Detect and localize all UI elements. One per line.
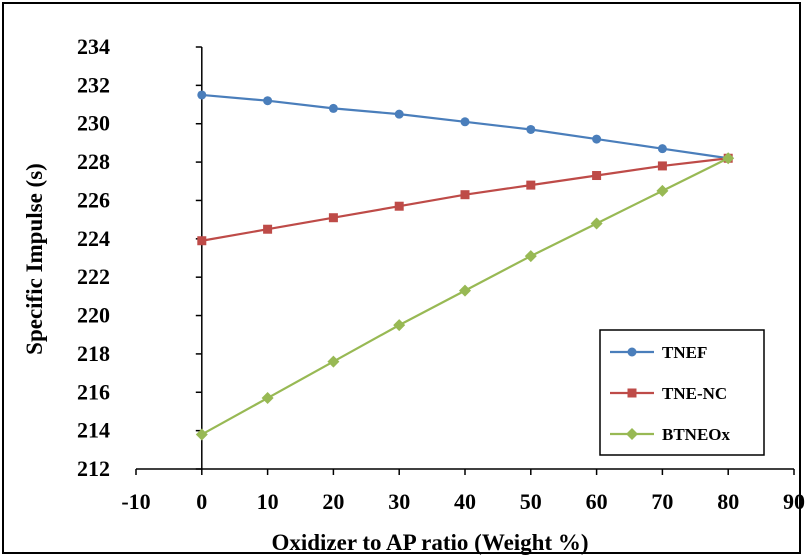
data-point (197, 236, 207, 246)
x-tick-label: -10 (121, 489, 150, 514)
data-point (261, 392, 274, 405)
x-tick-label: 30 (388, 489, 410, 514)
legend-marker (627, 347, 637, 357)
series-line (201, 157, 729, 242)
y-tick-label: 228 (77, 149, 110, 174)
x-tick-label: 80 (717, 489, 739, 514)
x-tick-label: 40 (454, 489, 476, 514)
y-tick-label: 222 (77, 264, 110, 289)
x-tick-label: 10 (257, 489, 279, 514)
data-point (526, 124, 536, 134)
legend-marker (626, 428, 638, 440)
legend-label: TNE-NC (662, 384, 727, 403)
data-point (394, 109, 404, 119)
data-point (328, 213, 338, 223)
data-point (656, 184, 669, 197)
x-tick-label: 90 (783, 489, 805, 514)
y-tick-label: 212 (77, 456, 110, 481)
y-tick-label: 234 (77, 34, 110, 59)
data-point (592, 134, 602, 144)
legend-item: BTNEOx (610, 425, 731, 444)
legend: TNEF TNE-NC BTNEOx (599, 329, 765, 456)
data-point (657, 144, 667, 154)
x-axis-title: Oxidizer to AP ratio (Weight %) (271, 530, 588, 555)
legend-item: TNE-NC (610, 384, 727, 403)
series-tne-nc (197, 153, 733, 246)
data-point (590, 217, 603, 230)
data-point (394, 201, 404, 211)
x-tick-label: 20 (322, 489, 344, 514)
series-btneox (195, 152, 735, 441)
data-point (263, 224, 273, 234)
legend-item: TNEF (610, 343, 707, 362)
data-point (460, 117, 470, 127)
y-tick-label: 220 (77, 303, 110, 328)
data-point (328, 103, 338, 113)
data-point (460, 190, 470, 200)
legend-label: BTNEOx (662, 425, 731, 444)
data-point (195, 428, 208, 441)
x-tick-label: 50 (520, 489, 542, 514)
x-tick-label: 60 (586, 489, 608, 514)
data-point (526, 180, 536, 190)
data-point (592, 171, 602, 181)
data-point (263, 96, 273, 106)
axes (135, 46, 795, 475)
y-tick-label: 224 (77, 226, 110, 251)
tick-labels: 212 214 216 218 220 222 224 226 228 230 232 234 -10 0… (77, 34, 805, 514)
series-layer (195, 90, 735, 441)
y-tick-label: 214 (77, 418, 110, 443)
y-axis-title: Specific Impulse (s) (22, 163, 47, 355)
legend-items: TNEF TNE-NC BTNEOx (610, 343, 731, 444)
y-tick-label: 216 (77, 379, 110, 404)
x-tick-label: 0 (196, 489, 207, 514)
data-point (722, 152, 735, 165)
series-line (201, 93, 729, 160)
data-point (524, 250, 537, 263)
data-point (393, 319, 406, 332)
y-tick-label: 218 (77, 341, 110, 366)
y-tick-label: 232 (77, 72, 110, 97)
series-tnef (197, 90, 733, 163)
x-tick-label: 70 (651, 489, 673, 514)
y-tick-label: 226 (77, 187, 110, 212)
data-point (657, 161, 667, 171)
data-point (327, 355, 340, 368)
y-tick-label: 230 (77, 111, 110, 136)
legend-label: TNEF (662, 343, 707, 362)
legend-marker (627, 388, 637, 398)
data-point (197, 90, 207, 100)
data-point (459, 284, 471, 297)
